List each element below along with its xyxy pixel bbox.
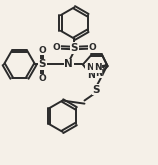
Text: S: S [92, 84, 100, 95]
Text: N: N [64, 60, 73, 69]
Text: N: N [94, 63, 101, 72]
Text: N: N [95, 69, 103, 78]
Text: O: O [52, 43, 60, 52]
Text: O: O [38, 74, 46, 83]
Text: N: N [86, 63, 94, 72]
Text: S: S [71, 43, 78, 53]
Text: S: S [38, 60, 46, 69]
Text: O: O [88, 43, 96, 52]
Text: O: O [38, 46, 46, 55]
Text: N: N [87, 70, 95, 81]
